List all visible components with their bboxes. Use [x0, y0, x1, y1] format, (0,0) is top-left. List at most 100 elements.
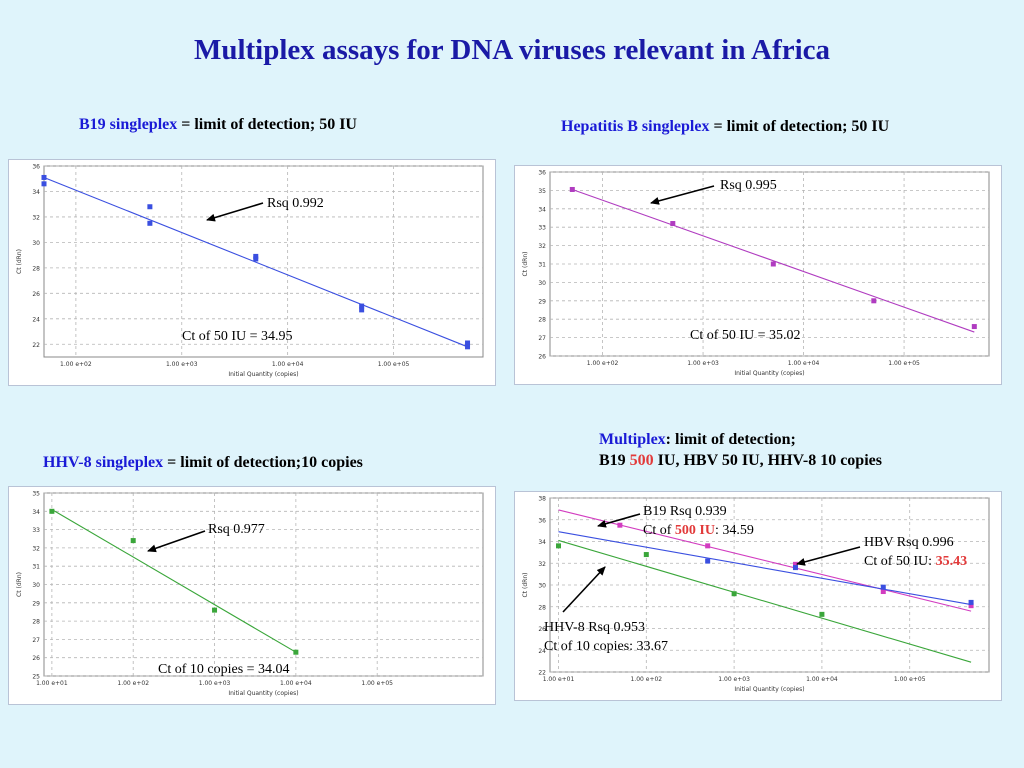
fit-line-0	[558, 509, 972, 612]
data-point	[705, 558, 711, 564]
multi-hhv8-ct: Ct of 10 copies: 33.67	[544, 639, 669, 654]
y-tick-label: 30	[538, 583, 546, 590]
fit-line-0	[51, 508, 297, 653]
y-axis-label: Ct (dRn)	[16, 249, 23, 274]
x-axis-label: Initial Quantity (copies)	[228, 690, 298, 697]
data-point	[871, 298, 877, 304]
slide-title: Multiplex assays for DNA viruses relevan…	[193, 34, 831, 66]
y-tick-label: 25	[32, 674, 40, 681]
y-tick-label: 24	[538, 648, 546, 655]
y-tick-label: 27	[538, 335, 546, 342]
x-tick-label: 1.00 e+05	[378, 361, 410, 368]
data-point	[770, 261, 776, 267]
multi-chart-panel: 22 24 26 28 30 32 34 36 38 1.00 e+01 1.00 e+02 1.00…	[514, 491, 1002, 701]
b19-caption: B19 singleplex = limit of detection; 50 …	[79, 114, 357, 135]
x-tick-label: 1.00 e+02	[60, 361, 92, 368]
fit-line-2	[558, 539, 972, 663]
hbv-rsq-label: Rsq 0.995	[720, 178, 777, 193]
data-point	[465, 344, 471, 350]
data-point	[556, 543, 562, 549]
data-point	[465, 340, 471, 346]
b19-caption-text: = limit of detection; 50 IU	[177, 116, 357, 133]
y-tick-label: 33	[538, 225, 546, 232]
hbv-caption: Hepatitis B singleplex = limit of detect…	[561, 116, 889, 137]
x-tick-label: 1.00 e+04	[280, 680, 312, 687]
data-point	[705, 543, 711, 549]
data-point	[670, 221, 676, 227]
y-tick-label: 34	[32, 189, 40, 196]
y-tick-label: 33	[32, 527, 40, 534]
hhv8-caption: HHV-8 singleplex = limit of detection;10…	[43, 452, 363, 473]
data-point	[212, 607, 218, 613]
data-point	[569, 186, 575, 192]
hbv-caption-text: = limit of detection; 50 IU	[709, 118, 890, 135]
y-tick-label: 28	[538, 604, 546, 611]
x-tick-label: 1.00 e+03	[199, 680, 231, 687]
y-tick-label: 22	[538, 670, 546, 677]
x-tick-label: 1.00 e+05	[361, 680, 393, 687]
multi-caption-name: Multiplex	[599, 431, 666, 448]
x-axis-label: Initial Quantity (copies)	[228, 371, 298, 378]
data-point	[253, 253, 259, 259]
y-tick-label: 28	[538, 317, 546, 324]
y-tick-label: 32	[32, 214, 40, 221]
multi-hbv-ct-value: 35.43	[935, 554, 968, 569]
x-axis-label: Initial Quantity (copies)	[734, 370, 804, 377]
y-tick-label: 32	[538, 243, 546, 250]
b19-ct-label: Ct of 50 IU = 34.95	[182, 329, 293, 344]
multi-caption-b19: B19	[599, 452, 630, 469]
hhv8-chart-panel: 25 26 27 28 29 30 31 32 33 34 35 1.00 e+01 1.00 e+02…	[8, 486, 496, 705]
b19-caption-name: B19 singleplex	[79, 116, 178, 133]
data-point	[880, 584, 886, 590]
y-axis-label: Ct (dRn)	[16, 572, 23, 597]
hbv-chart-panel: 26 27 28 29 30 31 32 33 34 35 36 1.00 e+02 1.00 e+03…	[514, 165, 1002, 385]
y-tick-label: 29	[538, 298, 546, 305]
y-tick-label: 31	[32, 564, 40, 571]
multi-caption: Multiplex: limit of detection; B19 500 I…	[599, 429, 882, 471]
y-tick-label: 34	[32, 509, 40, 516]
y-tick-label: 35	[32, 491, 40, 498]
multi-b19-ct-prefix: Ct of	[643, 523, 675, 538]
data-point	[643, 552, 649, 558]
fit-line-0	[572, 188, 975, 333]
y-tick-label: 26	[32, 291, 40, 298]
data-point	[971, 324, 977, 330]
x-tick-label: 1.00 e+02	[587, 360, 619, 367]
hbv-caption-name: Hepatitis B singleplex	[561, 118, 710, 135]
data-point	[968, 603, 974, 609]
hhv8-caption-name: HHV-8 singleplex	[43, 454, 164, 471]
hhv8-caption-text: = limit of detection;10 copies	[163, 454, 363, 471]
y-tick-label: 28	[32, 265, 40, 272]
y-tick-label: 32	[538, 561, 546, 568]
multi-caption-line1: Multiplex: limit of detection;	[599, 429, 882, 450]
y-tick-label: 27	[32, 637, 40, 644]
multi-b19-rsq: B19 Rsq 0.939	[643, 504, 727, 519]
x-axis-label: Initial Quantity (copies)	[734, 686, 804, 693]
fit-line-1	[558, 531, 972, 606]
y-tick-label: 38	[538, 496, 546, 503]
x-tick-label: 1.00 e+02	[117, 680, 149, 687]
fit-line-0	[43, 176, 468, 348]
multi-chart: 22 24 26 28 30 32 34 36 38 1.00 e+01 1.00 e+02 1.00…	[522, 496, 990, 693]
y-axis-label: Ct (dRn)	[522, 252, 529, 277]
y-tick-label: 34	[538, 206, 546, 213]
y-tick-label: 30	[538, 280, 546, 287]
data-point	[880, 589, 886, 595]
x-tick-label: 1.00 e+04	[788, 360, 820, 367]
x-tick-label: 1.00 e+01	[543, 676, 575, 683]
data-point	[968, 599, 974, 605]
data-point	[147, 204, 153, 210]
data-point	[41, 174, 47, 180]
x-tick-label: 1.00 e+01	[36, 680, 68, 687]
x-tick-label: 1.00 e+03	[166, 361, 198, 368]
data-point	[49, 508, 55, 514]
y-axis-label: Ct (dRn)	[522, 573, 529, 598]
y-tick-label: 34	[538, 539, 546, 546]
multi-hbv-ct: Ct of 50 IU: 35.43	[864, 552, 967, 571]
b19-chart-panel: 22 24 26 28 30 32 34 36 1.00 e+02 1.00 e+03 1.00 e…	[8, 159, 496, 386]
hhv8-rsq-label: Rsq 0.977	[208, 522, 265, 537]
data-point	[293, 649, 299, 655]
x-tick-label: 1.00 e+04	[272, 361, 304, 368]
multi-caption-rest: IU, HBV 50 IU, HHV-8 10 copies	[653, 452, 882, 469]
x-tick-label: 1.00 e+03	[718, 676, 750, 683]
